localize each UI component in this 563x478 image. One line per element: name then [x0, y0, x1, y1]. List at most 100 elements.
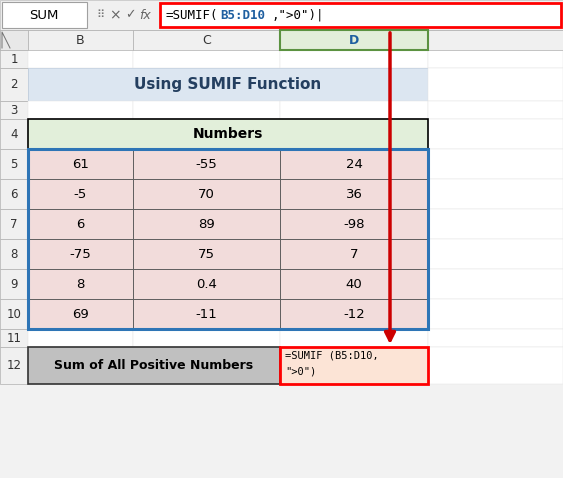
- Bar: [0, 329, 28, 347]
- Text: 10: 10: [7, 307, 21, 321]
- Bar: [280, 101, 428, 119]
- Bar: [428, 269, 563, 299]
- Text: -55: -55: [195, 157, 217, 171]
- Bar: [133, 30, 280, 50]
- Bar: [28, 68, 428, 101]
- Text: exceldemy: exceldemy: [225, 289, 338, 309]
- Text: D: D: [349, 33, 359, 46]
- Bar: [428, 30, 563, 50]
- Text: 3: 3: [10, 104, 17, 117]
- Bar: [0, 119, 28, 149]
- Text: SUM: SUM: [29, 9, 59, 22]
- Text: D: D: [349, 33, 359, 46]
- Bar: [133, 50, 280, 68]
- Text: 75: 75: [198, 248, 215, 261]
- Bar: [0, 239, 28, 269]
- Bar: [428, 179, 563, 209]
- Bar: [160, 3, 561, 27]
- Bar: [0, 0, 563, 30]
- Text: ⠿: ⠿: [96, 10, 104, 20]
- Bar: [428, 299, 563, 329]
- Bar: [428, 149, 563, 179]
- Text: ">0"): ">0"): [285, 367, 316, 377]
- Bar: [0, 101, 28, 119]
- Bar: [28, 149, 428, 329]
- Bar: [133, 269, 280, 299]
- Text: 24: 24: [346, 157, 363, 171]
- Bar: [133, 209, 280, 239]
- Text: 8: 8: [10, 248, 17, 261]
- Bar: [0, 149, 28, 179]
- Bar: [280, 209, 428, 239]
- Text: =SUMIF (B5:D10,: =SUMIF (B5:D10,: [285, 350, 379, 360]
- Bar: [428, 347, 563, 384]
- Bar: [133, 149, 280, 179]
- Text: 9: 9: [10, 278, 18, 291]
- Bar: [428, 119, 563, 149]
- Text: B5:D10: B5:D10: [220, 9, 265, 22]
- Bar: [28, 30, 133, 50]
- Text: -12: -12: [343, 307, 365, 321]
- Text: 36: 36: [346, 187, 363, 200]
- Bar: [28, 50, 133, 68]
- Bar: [280, 269, 428, 299]
- Bar: [0, 30, 563, 50]
- Bar: [133, 239, 280, 269]
- Bar: [133, 101, 280, 119]
- Bar: [0, 30, 28, 50]
- Text: -75: -75: [70, 248, 91, 261]
- Bar: [428, 101, 563, 119]
- Text: -98: -98: [343, 217, 365, 230]
- Bar: [28, 101, 133, 119]
- Text: =SUMIF(: =SUMIF(: [165, 9, 217, 22]
- Bar: [0, 299, 28, 329]
- Text: 70: 70: [198, 187, 215, 200]
- Text: 61: 61: [72, 157, 89, 171]
- Text: Sum of All Positive Numbers: Sum of All Positive Numbers: [55, 359, 253, 372]
- Bar: [280, 347, 428, 384]
- Bar: [2, 2, 87, 28]
- Bar: [0, 179, 28, 209]
- Bar: [280, 30, 428, 50]
- Text: 8: 8: [77, 278, 84, 291]
- Bar: [428, 209, 563, 239]
- Bar: [428, 50, 563, 68]
- Text: 7: 7: [350, 248, 358, 261]
- Bar: [280, 179, 428, 209]
- Bar: [28, 347, 280, 384]
- Bar: [0, 347, 28, 384]
- Text: B: B: [76, 33, 85, 46]
- Bar: [28, 149, 133, 179]
- Text: 1: 1: [10, 53, 18, 65]
- Text: -11: -11: [195, 307, 217, 321]
- Text: C: C: [202, 33, 211, 46]
- Text: 0.4: 0.4: [196, 278, 217, 291]
- Bar: [428, 68, 563, 101]
- Text: 12: 12: [7, 359, 21, 372]
- Text: 7: 7: [10, 217, 18, 230]
- Text: -5: -5: [74, 187, 87, 200]
- Bar: [133, 299, 280, 329]
- Text: 89: 89: [198, 217, 215, 230]
- Text: Using SUMIF Function: Using SUMIF Function: [135, 77, 321, 92]
- Bar: [280, 149, 428, 179]
- Text: 69: 69: [72, 307, 89, 321]
- Bar: [0, 269, 28, 299]
- Bar: [280, 299, 428, 329]
- Bar: [133, 329, 280, 347]
- Bar: [28, 299, 133, 329]
- Text: ✓: ✓: [125, 9, 135, 22]
- Text: 11: 11: [7, 332, 21, 345]
- Bar: [133, 179, 280, 209]
- Bar: [428, 239, 563, 269]
- Bar: [280, 50, 428, 68]
- Bar: [280, 239, 428, 269]
- Bar: [28, 269, 133, 299]
- Text: 6: 6: [10, 187, 18, 200]
- Text: fx: fx: [139, 9, 151, 22]
- Text: 5: 5: [10, 157, 17, 171]
- Text: 2: 2: [10, 78, 18, 91]
- Bar: [28, 209, 133, 239]
- Bar: [0, 209, 28, 239]
- Bar: [28, 179, 133, 209]
